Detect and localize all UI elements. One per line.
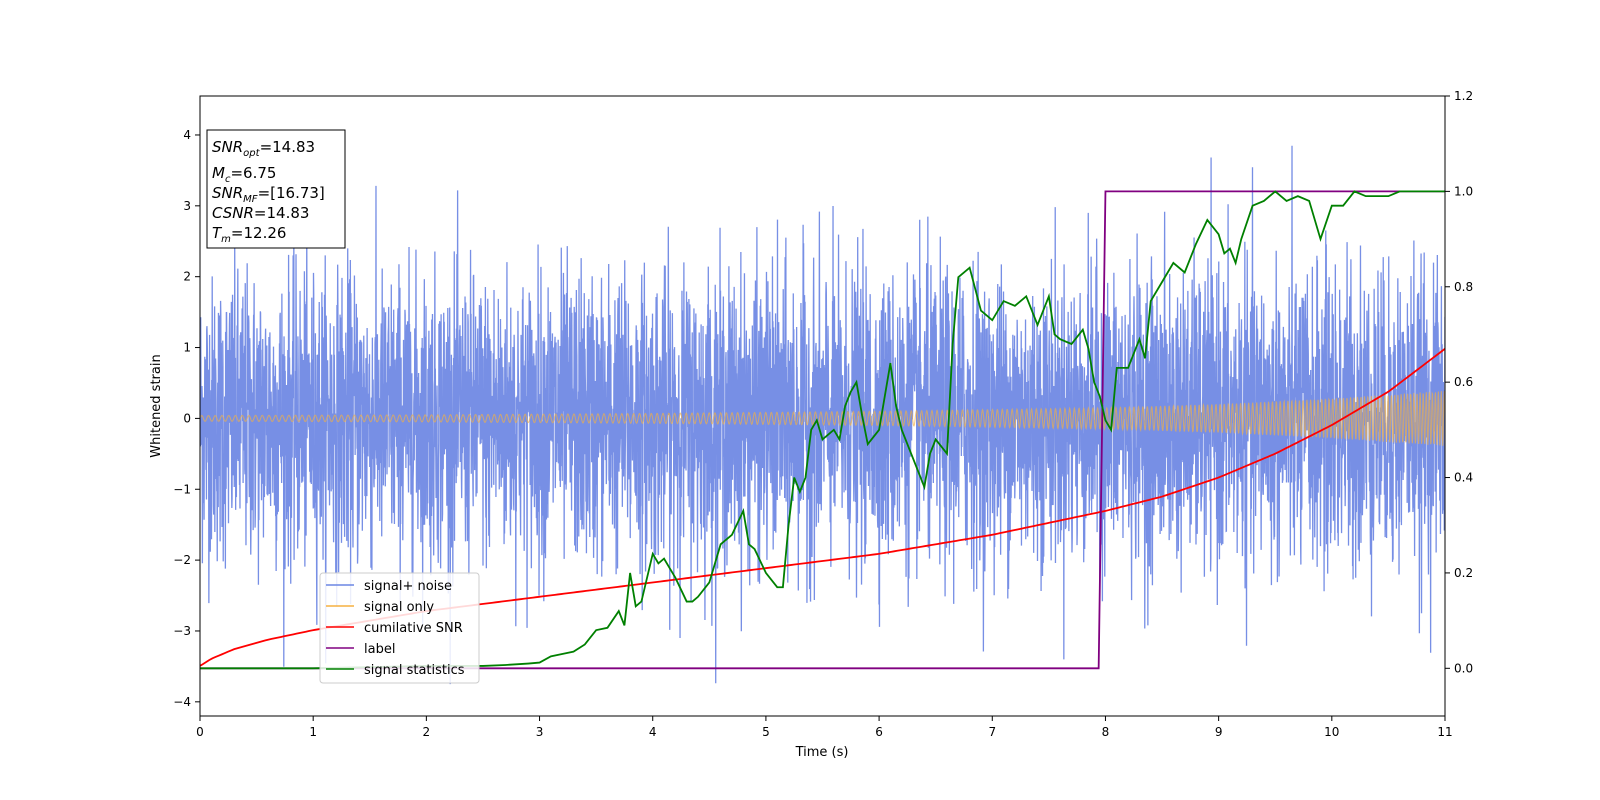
axes-frame — [199, 95, 1446, 717]
y-tick-label: 0 — [183, 411, 191, 425]
x-tick-label: 9 — [1215, 725, 1223, 739]
x-axis: 0 1 2 3 4 5 6 7 8 9 10 11 — [196, 716, 1453, 739]
x-tick-label: 5 — [762, 725, 770, 739]
x-tick-label: 6 — [875, 725, 883, 739]
stats-snr-mf: SNRMF=[16.73] — [212, 184, 325, 205]
y-tick-label: 3 — [183, 199, 191, 213]
x-axis-label: Time (s) — [795, 745, 849, 760]
series-signal-only — [200, 390, 1445, 446]
y2-tick-label: 0.8 — [1454, 280, 1473, 294]
y2-tick-label: 0.6 — [1454, 375, 1473, 389]
stats-box-frame — [206, 129, 346, 249]
legend-label-signal-statistics: signal statistics — [364, 663, 465, 678]
y-tick-label: −1 — [173, 482, 191, 496]
legend-item-label: label — [326, 642, 395, 657]
x-tick-label: 1 — [309, 725, 317, 739]
legend-item-cumulative-snr: cumilative SNR — [326, 621, 463, 636]
y-tick-label: −3 — [173, 624, 191, 638]
series-signal-statistics — [200, 190, 1445, 670]
y-axis-left: −4 −3 −2 −1 0 1 2 3 4 — [173, 128, 200, 709]
y-tick-label: 1 — [183, 341, 191, 355]
legend-label-cumulative-snr: cumilative SNR — [364, 621, 463, 636]
y2-tick-label: 0.2 — [1454, 566, 1473, 580]
x-tick-label: 2 — [423, 725, 431, 739]
x-tick-label: 7 — [988, 725, 996, 739]
legend-item-signal-only: signal only — [326, 600, 434, 615]
x-tick-label: 0 — [196, 725, 204, 739]
y2-tick-label: 1.2 — [1454, 89, 1473, 103]
legend: signal+ noise signal only cumilative SNR… — [319, 572, 480, 684]
y2-tick-label: 0.4 — [1454, 471, 1473, 485]
stats-mc: Mc=6.75 — [212, 164, 276, 185]
stats-tm: Tm=12.26 — [212, 224, 286, 245]
x-tick-label: 3 — [536, 725, 544, 739]
y2-tick-label: 1.0 — [1454, 184, 1473, 198]
legend-label-label: label — [364, 642, 395, 657]
y-tick-label: 4 — [183, 128, 191, 142]
x-tick-label: 4 — [649, 725, 657, 739]
y-axis-label: Whitened strain — [149, 354, 164, 457]
stats-csnr: CSNR=14.83 — [212, 204, 309, 222]
y-tick-label: −4 — [173, 695, 191, 709]
legend-label-signal-noise: signal+ noise — [364, 579, 452, 594]
stats-box: SNRopt=14.83 Mc=6.75 SNRMF=[16.73] CSNR=… — [206, 129, 346, 249]
y-tick-label: 2 — [183, 270, 191, 284]
x-tick-label: 10 — [1324, 725, 1339, 739]
y-axis-right: 0.0 0.2 0.4 0.6 0.8 1.0 1.2 — [1445, 89, 1473, 675]
legend-item-signal-noise: signal+ noise — [326, 579, 452, 594]
legend-label-signal-only: signal only — [364, 600, 434, 615]
legend-frame — [319, 572, 480, 684]
stats-snr-opt: SNRopt=14.83 — [212, 138, 315, 159]
y2-tick-label: 0.0 — [1454, 661, 1473, 675]
x-tick-label: 11 — [1437, 725, 1452, 739]
x-tick-label: 8 — [1102, 725, 1110, 739]
y-tick-label: −2 — [173, 553, 191, 567]
legend-item-signal-statistics: signal statistics — [326, 663, 465, 678]
